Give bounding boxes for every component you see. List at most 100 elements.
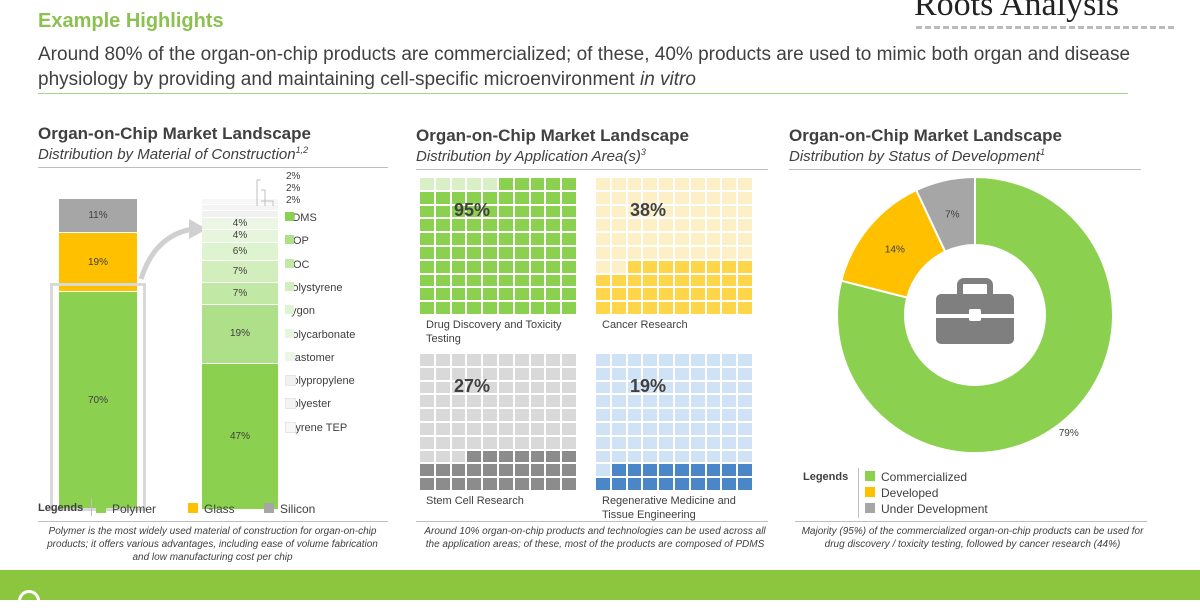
waffle-cell [483,436,497,449]
waffle-cell [722,423,737,435]
waffle-cell [611,178,626,190]
waffle-cell [675,302,689,314]
waffle-category-label: Cancer Research [602,319,688,331]
waffle-cell [611,247,626,259]
waffle-cell [722,191,737,204]
polymer-legend-item: Styrene TEP [285,421,347,434]
waffle-cell [546,367,561,380]
waffle-percent-label: 38% [630,200,667,220]
waffle-cell [643,381,658,394]
waffle-cell [451,381,466,394]
waffle-cell [451,302,466,314]
waffle-cell [675,450,689,463]
waffle-cell [499,464,513,477]
waffle-cell [530,354,545,366]
waffle-cell [596,354,610,366]
waffle-cell [722,219,737,232]
waffle-cell [499,436,513,449]
waffle-cell [738,302,752,314]
waffle-cell [451,367,466,380]
waffle-cell [467,260,482,273]
waffle-cell [420,260,434,273]
polymer-legend-item: Polycarbonate [285,328,355,341]
waffle-cell [451,260,466,273]
waffle-cell [706,464,721,477]
waffle-cell [643,260,658,273]
small-share-label: 2% [286,183,301,194]
polymer-legend-item: Polystyrene [285,281,342,294]
waffle-cell [451,178,466,190]
waffle-cell [738,219,752,232]
waffle-cell [706,191,721,204]
waffle-cell [562,219,576,232]
waffle-cell [483,247,497,259]
waffle-cell [706,247,721,259]
legend-swatch [285,398,296,410]
bar-data-label: 70% [87,395,108,407]
legend-swatch [285,235,294,245]
legend-swatch [865,487,875,497]
bar-segment-polypropylene [202,211,278,218]
donut-slice-commercialized [836,175,1114,454]
waffle-cell [722,274,737,287]
waffle-cell [611,260,626,273]
waffle-cell [467,247,482,259]
waffle-cell [499,178,513,190]
waffle-cell [451,423,466,435]
waffle-cell [451,288,466,301]
waffle-cell [530,274,545,287]
material-subtitle-sup: 1,2 [295,145,309,155]
waffle-cell [659,354,673,366]
waffle-panel: 38% Cancer Research [590,174,756,342]
waffle-cell [738,409,752,421]
waffle-cell [675,381,689,394]
highlights-text-italic: in vitro [639,69,696,90]
status-subtitle-text: Distribution by Status of Development [789,148,1040,165]
waffle-cell [514,247,529,259]
waffle-grid [596,354,752,490]
waffle-cell [627,395,642,408]
waffle-cell [562,381,576,394]
waffle-cell [659,409,673,421]
waffle-cell [690,233,705,245]
polymer-legend-item: COP [285,235,309,247]
legend-swatch [285,351,294,361]
waffle-cell [530,409,545,421]
waffle-cell [627,354,642,366]
waffle-cell [514,178,529,190]
waffle-cell [483,395,497,408]
waffle-cell [530,381,545,394]
waffle-cell [643,219,658,232]
waffle-cell [435,205,450,218]
waffle-cell [467,233,482,245]
waffle-cell [562,354,576,366]
waffle-cell [738,436,752,449]
waffle-cell [435,247,450,259]
waffle-cell [596,450,610,463]
waffle-cell [690,274,705,287]
waffle-panel: 27% Stem Cell Research [414,350,580,518]
waffle-cell [611,381,626,394]
waffle-cell [467,409,482,421]
waffle-cell [659,450,673,463]
waffle-cell [690,191,705,204]
waffle-cell [675,436,689,449]
legend-label: Polyester [285,398,331,411]
waffle-cell [514,191,529,204]
status-donut-chart: 79% 14% 7% [836,175,1114,454]
waffle-cell [562,395,576,408]
waffle-cell [738,247,752,259]
waffle-cell [420,288,434,301]
waffle-cell [596,233,610,245]
waffle-cell [643,367,658,380]
waffle-cell [611,191,626,204]
waffle-cell [499,247,513,259]
status-panel-title: Organ-on-Chip Market Landscape [789,126,1062,145]
waffle-cell [643,191,658,204]
waffle-cell [596,191,610,204]
polymer-legend: PDMS COP COC Polystyrene Tygon Polycarbonate E… [285,212,395,442]
waffle-cell [435,178,450,190]
waffle-cell [738,260,752,273]
material-legend-item: Silicon [264,502,315,516]
waffle-cell [611,450,626,463]
